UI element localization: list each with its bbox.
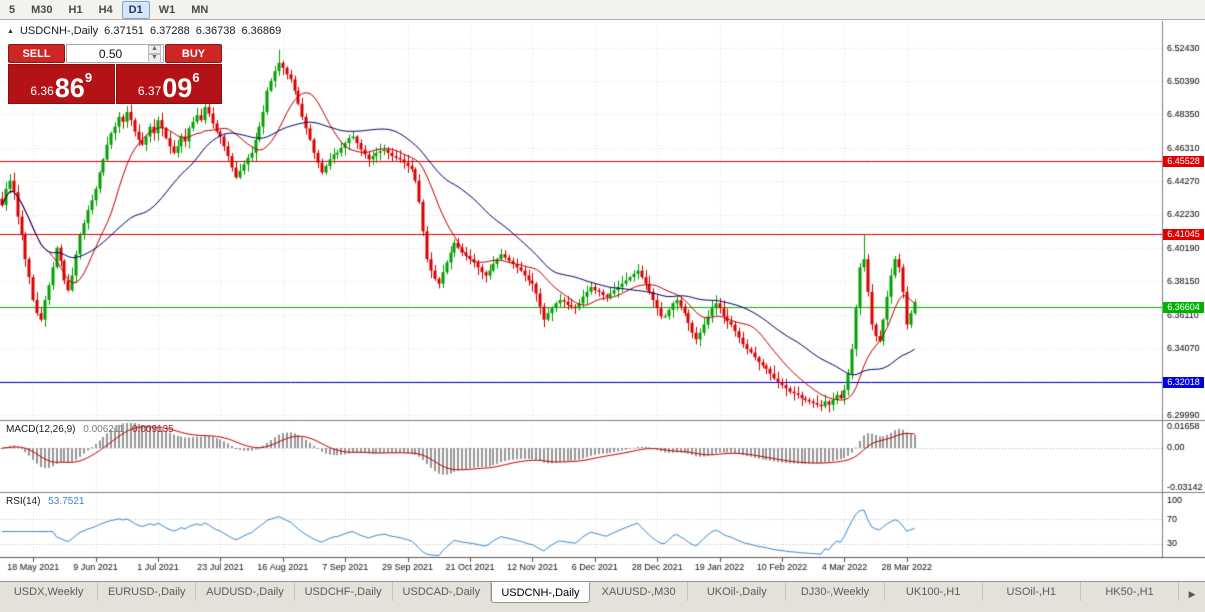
sell-button[interactable]: SELL — [8, 44, 65, 63]
sell-price[interactable]: 6.36 86 9 — [8, 64, 115, 104]
hline-price-tag-resistance-1: 6.45528 — [1163, 156, 1204, 167]
buy-price[interactable]: 6.37 09 6 — [115, 64, 222, 104]
chart-tab-ukoil-daily[interactable]: UKOil-,Daily — [688, 582, 787, 601]
chart-tab-dj30-weekly[interactable]: DJ30-,Weekly — [786, 582, 885, 601]
chart-tab-usoil-h1[interactable]: USOil-,H1 — [983, 582, 1081, 601]
buy-price-point: 6 — [192, 70, 200, 85]
macd-indicator-label: MACD(12,26,9) 0.006211 0.009135 — [6, 424, 174, 435]
buy-price-pips: 09 — [162, 73, 193, 103]
chart-tab-usdx-weekly[interactable]: USDX,Weekly — [0, 582, 99, 601]
timeframe-toolbar: 5 M30 H1 H4 D1 W1 MN — [0, 0, 1205, 20]
timeframe-button-MN[interactable]: MN — [184, 1, 215, 19]
lot-size-value[interactable]: 0.50 — [98, 46, 123, 61]
collapse-panel-icon[interactable]: ▲ — [7, 27, 14, 35]
chart-tab-hk50-h1[interactable]: HK50-,H1 — [1081, 582, 1180, 601]
timeframe-button-5[interactable]: 5 — [2, 1, 22, 19]
ohlc-low: 6.36738 — [195, 25, 236, 37]
chart-tab-uk100-h1[interactable]: UK100-,H1 — [885, 582, 983, 601]
chart-tab-audusd-daily[interactable]: AUDUSD-,Daily — [196, 582, 295, 601]
chart-symbol-label: USDCNH-,Daily — [19, 25, 99, 37]
rsi-indicator-label: RSI(14) 53.7521 — [6, 496, 84, 507]
timeframe-button-H1[interactable]: H1 — [62, 1, 90, 19]
one-click-trading-panel: SELL 0.50 ▲ ▼ BUY 6.36 86 9 6.37 09 6 — [8, 44, 222, 104]
lot-decrease-icon[interactable]: ▼ — [148, 53, 161, 63]
rsi-name: RSI(14) — [6, 496, 41, 507]
ohlc-high: 6.37288 — [149, 25, 190, 37]
buy-button[interactable]: BUY — [165, 44, 222, 63]
macd-name: MACD(12,26,9) — [6, 424, 76, 435]
chart-tab-xauusd-m30[interactable]: XAUUSD-,M30 — [590, 582, 689, 601]
sell-price-big: 6.36 — [30, 84, 54, 98]
lot-size-stepper[interactable]: 0.50 ▲ ▼ — [66, 44, 164, 63]
chart-tab-usdchf-daily[interactable]: USDCHF-,Daily — [295, 582, 393, 601]
sell-price-pips: 86 — [54, 73, 85, 103]
chart-tab-eurusd-daily[interactable]: EURUSD-,Daily — [98, 582, 197, 601]
timeframe-button-D1[interactable]: D1 — [121, 0, 150, 19]
macd-main-value: 0.006211 — [83, 424, 125, 435]
timeframe-button-W1[interactable]: W1 — [152, 1, 183, 19]
hline-price-tag-support-green: 6.36604 — [1163, 302, 1204, 313]
macd-signal-value: 0.009135 — [132, 424, 174, 435]
ohlc-open: 6.37151 — [104, 25, 144, 37]
sell-price-point: 9 — [84, 70, 93, 85]
hline-price-tag-support-blue: 6.32018 — [1163, 377, 1204, 388]
timeframe-button-M30[interactable]: M30 — [24, 1, 59, 19]
hline-price-tag-resistance-2: 6.41045 — [1163, 229, 1204, 240]
chart-tab-usdcad-daily[interactable]: USDCAD-,Daily — [393, 582, 491, 601]
timeframe-button-H4[interactable]: H4 — [92, 1, 120, 19]
chart-tab-bar: USDX,Weekly EURUSD-,Daily AUDUSD-,Daily USD… — [0, 581, 1205, 612]
buy-price-big: 6.37 — [137, 84, 162, 98]
ohlc-close: 6.36869 — [241, 25, 282, 37]
chart-tab-usdcnh-daily[interactable]: USDCNH-,Daily — [490, 582, 591, 603]
lot-increase-icon[interactable]: ▲ — [148, 44, 161, 54]
rsi-value: 53.7521 — [48, 496, 85, 507]
tab-scroll-right-icon[interactable]: ▶ — [1188, 589, 1196, 599]
chart-ohlc-header: ▲ USDCNH-,Daily 6.37151 6.37288 6.36738 … — [7, 25, 281, 37]
